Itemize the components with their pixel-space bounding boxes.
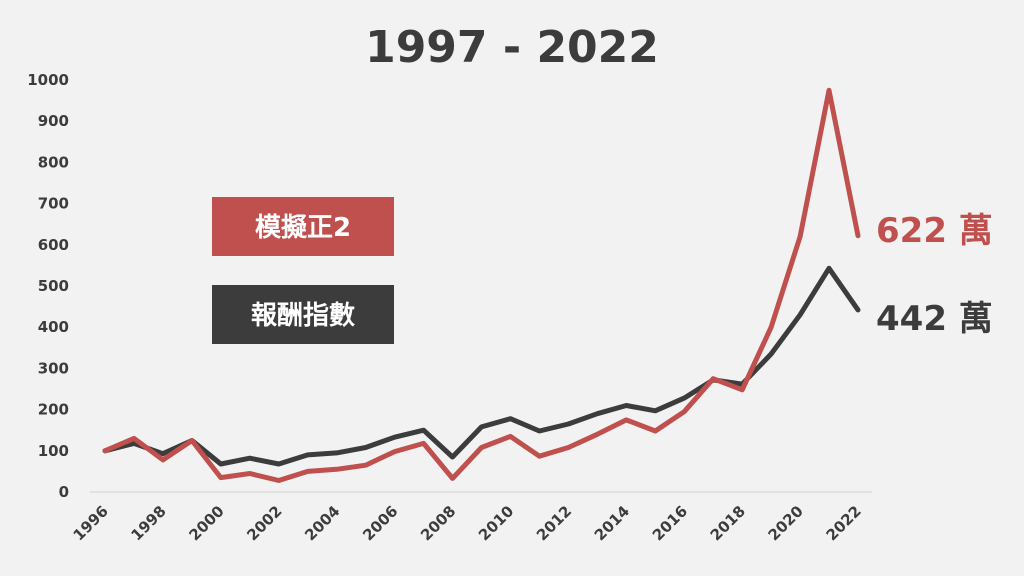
x-tick-label: 2014 [591,502,633,544]
x-tick-label: 2022 [823,502,865,544]
x-tick-label: 2012 [533,502,575,544]
series-lines [102,87,861,483]
x-axis-ticks: 1996 1998 2000 2002 2004 2006 2008 2010 2012 2014… [70,502,865,544]
x-tick-label: 2000 [185,502,227,544]
x-tick-label: 2004 [301,502,343,544]
y-tick-label: 1000 [27,71,69,89]
legend-box-0 [212,197,394,256]
y-axis-ticks: 0 100 200 300 400 500 600 700 800 900 1000 [27,71,69,501]
x-tick-label: 2010 [475,502,517,544]
y-tick-label: 200 [38,401,69,419]
end-value-label: 442 萬 [876,299,993,339]
chart-title: 1997 - 2022 [365,22,659,73]
y-tick-label: 300 [38,359,69,377]
y-tick-label: 800 [38,153,69,171]
y-tick-label: 100 [38,442,69,460]
y-tick-label: 500 [38,277,69,295]
x-tick-label: 1998 [128,502,170,544]
y-tick-label: 0 [59,483,69,501]
y-tick-label: 600 [38,236,69,254]
y-tick-label: 400 [38,318,69,336]
legend: 模擬正2 報酬指數 [212,197,394,344]
x-tick-label: 1996 [70,502,112,544]
x-tick-label: 2002 [243,502,285,544]
x-tick-label: 2018 [707,502,749,544]
x-tick-label: 2020 [765,502,807,544]
end-value-label: 622 萬 [876,211,993,251]
x-tick-label: 2016 [649,502,691,544]
x-tick-label: 2008 [417,502,459,544]
x-tick-label: 2006 [359,502,401,544]
legend-label: 模擬正2 [255,213,351,243]
legend-label: 報酬指數 [251,301,355,331]
y-tick-label: 700 [38,195,69,213]
legend-box-1 [212,285,394,344]
y-tick-label: 900 [38,112,69,130]
end-labels: 622 萬 442 萬 [876,211,993,339]
